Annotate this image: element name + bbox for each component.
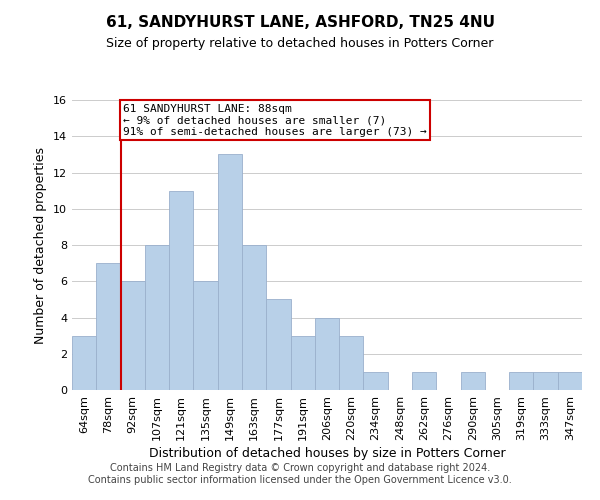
- Bar: [96, 263, 121, 390]
- Text: 61 SANDYHURST LANE: 88sqm
← 9% of detached houses are smaller (7)
91% of semi-de: 61 SANDYHURST LANE: 88sqm ← 9% of detach…: [123, 104, 427, 137]
- Y-axis label: Number of detached properties: Number of detached properties: [34, 146, 47, 344]
- X-axis label: Distribution of detached houses by size in Potters Corner: Distribution of detached houses by size …: [149, 447, 505, 460]
- Text: 61, SANDYHURST LANE, ASHFORD, TN25 4NU: 61, SANDYHURST LANE, ASHFORD, TN25 4NU: [106, 15, 494, 30]
- Bar: [533, 372, 558, 390]
- Bar: [121, 281, 145, 390]
- Bar: [558, 372, 582, 390]
- Bar: [461, 372, 485, 390]
- Text: Size of property relative to detached houses in Potters Corner: Size of property relative to detached ho…: [106, 38, 494, 51]
- Bar: [364, 372, 388, 390]
- Bar: [315, 318, 339, 390]
- Bar: [72, 336, 96, 390]
- Bar: [290, 336, 315, 390]
- Bar: [266, 300, 290, 390]
- Bar: [412, 372, 436, 390]
- Bar: [509, 372, 533, 390]
- Bar: [339, 336, 364, 390]
- Bar: [193, 281, 218, 390]
- Text: Contains HM Land Registry data © Crown copyright and database right 2024.
Contai: Contains HM Land Registry data © Crown c…: [88, 464, 512, 485]
- Bar: [242, 245, 266, 390]
- Bar: [169, 190, 193, 390]
- Bar: [218, 154, 242, 390]
- Bar: [145, 245, 169, 390]
